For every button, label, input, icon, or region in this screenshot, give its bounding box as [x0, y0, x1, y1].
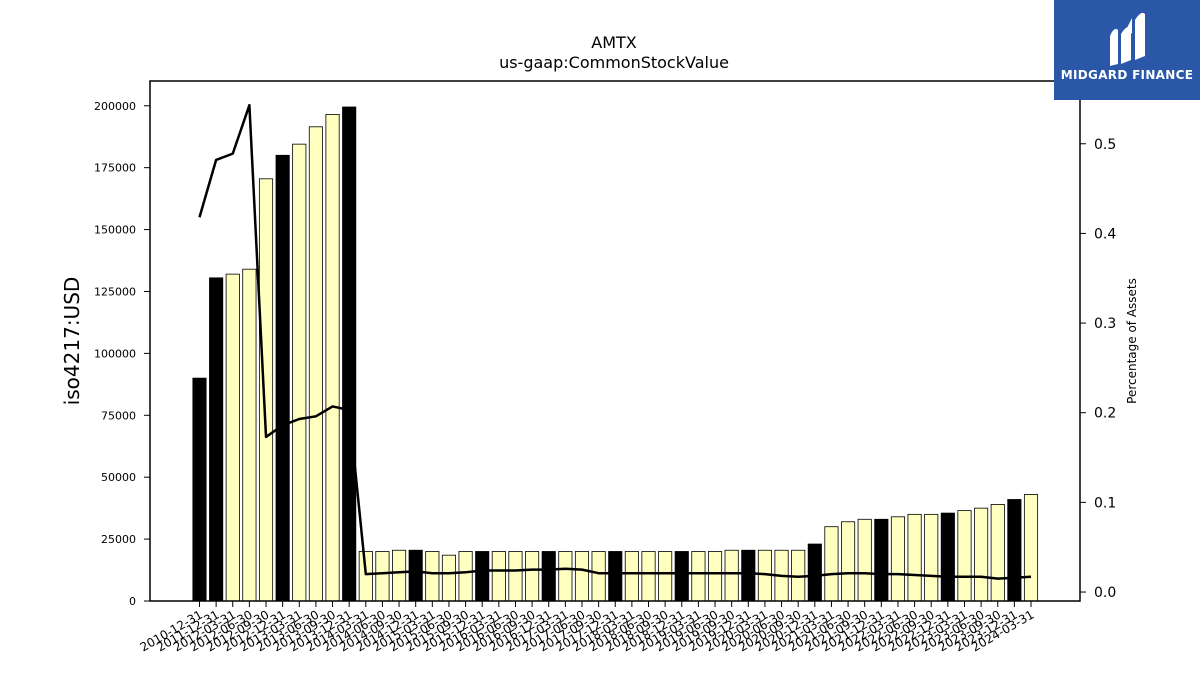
y-tick-label: 75000 — [101, 409, 136, 422]
bar — [1023, 494, 1039, 602]
bar — [890, 516, 906, 602]
bar — [458, 551, 473, 602]
bar — [974, 507, 989, 602]
y2-axis: 0.0 0.1 0.2 0.3 0.4 0.5 — [1080, 137, 1116, 601]
bar — [408, 549, 423, 602]
bar — [1007, 499, 1022, 602]
bar — [691, 551, 706, 602]
bar — [475, 551, 490, 602]
bar — [375, 551, 390, 602]
bar — [724, 549, 739, 602]
bar — [924, 513, 939, 602]
bar — [741, 549, 756, 602]
bar — [574, 551, 590, 602]
bar — [491, 551, 506, 602]
bar — [940, 512, 955, 602]
bar — [658, 551, 673, 602]
bar — [441, 554, 456, 602]
brand-logo: MIDGARD FINANCE — [1054, 0, 1200, 100]
y-tick-label: 200000 — [94, 100, 136, 113]
bar — [841, 521, 856, 602]
bar — [874, 518, 889, 602]
bar — [508, 551, 523, 602]
y-axis: 0 25000 50000 75000 100000 125000 150000 175000… — [94, 100, 150, 608]
bar — [907, 513, 922, 602]
bar — [857, 518, 872, 602]
y-tick-label: 25000 — [101, 533, 136, 546]
y2-axis-label: Percentage of Assets — [1125, 278, 1139, 404]
bar — [258, 178, 274, 602]
y-tick-label: 175000 — [94, 162, 136, 175]
bar — [308, 126, 323, 602]
bars-group — [192, 106, 1039, 602]
bar — [342, 106, 357, 602]
bar — [807, 543, 822, 602]
y2-tick-label: 0.3 — [1094, 316, 1116, 332]
y-tick-label: 50000 — [101, 471, 136, 484]
bar — [225, 273, 240, 602]
logo-icon — [1110, 12, 1145, 66]
line-group — [198, 103, 1032, 580]
bar — [957, 510, 972, 602]
bar — [558, 551, 573, 602]
x-axis: 2010-12-312011-12-312012-03-312012-06-30… — [138, 601, 1037, 654]
y2-tick-label: 0.4 — [1094, 226, 1116, 242]
y-tick-label: 150000 — [94, 224, 136, 237]
y2-tick-label: 0.1 — [1094, 495, 1116, 511]
bar — [990, 504, 1005, 602]
bar — [209, 277, 224, 602]
bar — [292, 143, 307, 602]
plot-frame — [149, 80, 1081, 602]
bar — [674, 551, 689, 602]
bar — [192, 377, 207, 602]
y2-tick-label: 0.5 — [1094, 137, 1116, 153]
bar — [525, 551, 540, 602]
y-tick-label: 125000 — [94, 285, 136, 298]
bar — [325, 114, 340, 602]
brand-name: MIDGARD FINANCE — [1060, 68, 1194, 82]
bar — [242, 268, 257, 602]
y-tick-label: 0 — [129, 595, 136, 608]
y-axis-label: iso4217:USD — [60, 277, 84, 406]
bar — [608, 551, 623, 602]
bar — [358, 551, 373, 602]
bar — [707, 551, 723, 602]
bar — [641, 551, 656, 602]
bar — [591, 551, 606, 602]
y2-tick-label: 0.0 — [1094, 585, 1116, 601]
y2-tick-label: 0.2 — [1094, 406, 1116, 422]
bar — [624, 551, 639, 602]
bar — [541, 551, 556, 602]
bar — [392, 549, 407, 602]
y-tick-label: 100000 — [94, 347, 136, 360]
chart-subtitle: us-gaap:CommonStockValue — [499, 53, 729, 72]
chart-title: AMTX — [591, 33, 637, 52]
bar — [824, 526, 839, 602]
line-series — [198, 103, 1032, 580]
bar — [425, 551, 440, 602]
bar — [275, 154, 290, 602]
